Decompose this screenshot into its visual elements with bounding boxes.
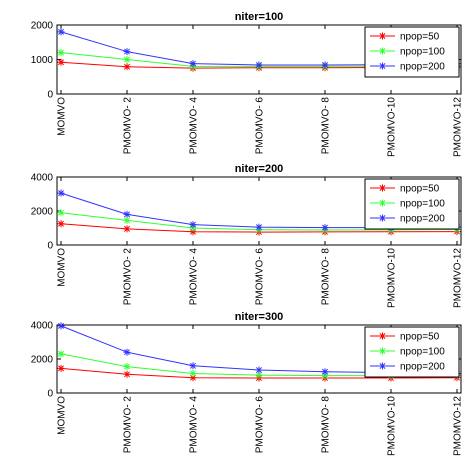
data-point (255, 366, 263, 374)
legend-label: npop=200 (400, 62, 445, 73)
legend-label: npop=50 (400, 184, 440, 195)
legend-box (364, 178, 460, 230)
panel-3: niter=300 0 2000 4000 MOMVO PMOMVO- 2 PMOMVO- … (31, 311, 464, 456)
panel-1: niter=100 0 1000 2000 MOMVO PMOMVO- 2 PMOMVO- … (31, 11, 464, 157)
legend-marker (379, 362, 386, 370)
data-point (57, 58, 65, 66)
legend-marker (379, 32, 386, 40)
y-tick-label: 2000 (31, 21, 54, 32)
data-point (123, 216, 131, 224)
legend-marker (379, 214, 386, 222)
data-point (57, 28, 65, 36)
x-tick-label: PMOMVO- 6 (255, 248, 266, 306)
y-tick-label: 2000 (31, 355, 54, 366)
x-tick-label: PMOMVO- 2 (123, 97, 134, 155)
panel-2: niter=200 0 2000 4000 MOMVO PMOMVO- 2 PMOMVO- … (31, 163, 464, 308)
data-point (57, 49, 65, 57)
legend-marker (379, 332, 386, 340)
y-tick-label: 1000 (31, 55, 54, 66)
data-point (123, 56, 131, 63)
panel-title: niter=100 (235, 11, 284, 23)
x-tick-label: PMOMVO- 4 (189, 97, 200, 155)
x-tick-label: PMOMVO- 4 (189, 396, 200, 454)
panel-title: niter=200 (235, 163, 284, 175)
y-tick-label: 4000 (31, 173, 54, 184)
x-tick-label: PMOMVO- 8 (321, 97, 332, 155)
data-point (57, 209, 65, 217)
data-point (321, 224, 329, 232)
legend-marker (379, 199, 386, 207)
legend-label: npop=100 (400, 47, 445, 58)
x-tick-label: PMOMVO- 4 (189, 248, 200, 306)
legend-label: npop=200 (400, 362, 445, 373)
data-point (189, 228, 197, 236)
data-point (123, 48, 131, 56)
x-tick-label: PMOMVO-12 (453, 396, 464, 456)
data-point (57, 350, 65, 358)
data-point (321, 372, 329, 380)
x-tick-label: PMOMVO-10 (387, 97, 398, 157)
legend-label: npop=50 (400, 332, 440, 343)
x-tick-label: PMOMVO-10 (387, 396, 398, 456)
legend-marker (379, 47, 386, 55)
x-tick-label: PMOMVO-10 (387, 248, 398, 308)
legend-label: npop=100 (400, 347, 445, 358)
y-tick-label: 0 (47, 389, 53, 400)
x-tick-label: PMOMVO-12 (453, 248, 464, 308)
x-tick-label: PMOMVO- 6 (255, 97, 266, 155)
legend-marker (379, 184, 386, 192)
data-point (123, 210, 131, 218)
data-point (57, 364, 65, 372)
legend-marker (379, 347, 386, 355)
data-point (123, 63, 131, 71)
x-tick-label: MOMVO (57, 396, 68, 435)
y-tick-label: 2000 (31, 207, 54, 218)
data-point (321, 368, 329, 376)
data-point (255, 371, 263, 379)
data-point (123, 225, 131, 233)
data-point (57, 322, 65, 330)
data-point (189, 369, 197, 377)
legend-box (364, 326, 460, 378)
data-point (123, 370, 131, 378)
legend-marker (379, 62, 386, 70)
x-tick-label: PMOMVO-12 (453, 97, 464, 157)
x-tick-label: MOMVO (57, 97, 68, 136)
y-tick-label: 4000 (31, 321, 54, 332)
y-tick-label: 0 (47, 241, 53, 252)
legend-label: npop=200 (400, 214, 445, 225)
x-tick-label: PMOMVO- 6 (255, 396, 266, 454)
data-point (57, 189, 65, 197)
x-tick-label: PMOMVO- 2 (123, 396, 134, 454)
data-point (123, 363, 131, 371)
y-tick-label: 0 (47, 90, 53, 101)
data-point (189, 60, 197, 68)
legend-label: npop=100 (400, 199, 445, 210)
x-tick-label: PMOMVO- 8 (321, 396, 332, 454)
x-tick-label: MOMVO (57, 248, 68, 287)
x-tick-label: PMOMVO- 8 (321, 248, 332, 306)
data-point (255, 61, 263, 69)
data-point (189, 374, 197, 382)
legend-box (364, 26, 460, 78)
data-point (189, 362, 197, 370)
data-point (189, 221, 197, 229)
data-point (255, 223, 263, 231)
x-tick-label: PMOMVO- 2 (123, 248, 134, 306)
panel-title: niter=300 (235, 311, 284, 323)
legend-label: npop=50 (400, 32, 440, 43)
data-point (57, 220, 65, 228)
data-point (321, 61, 329, 69)
data-point (123, 348, 131, 356)
